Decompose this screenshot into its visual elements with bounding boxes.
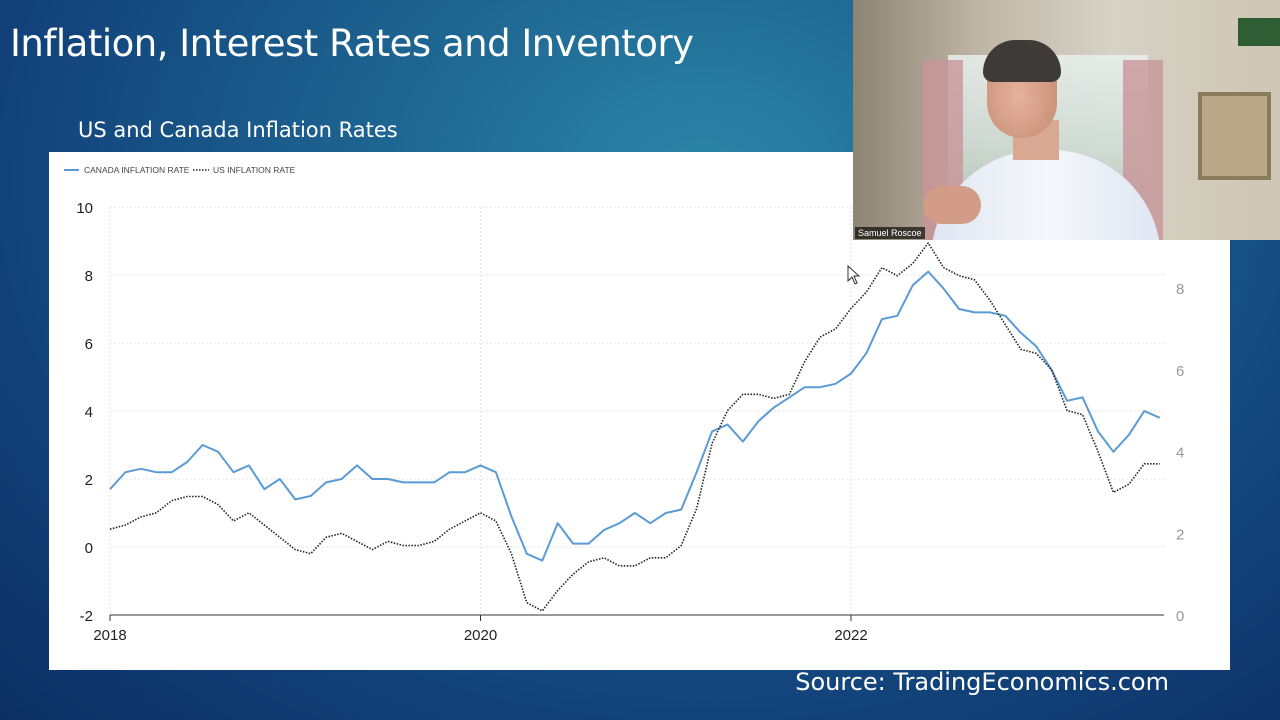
right-axis-tick-label: 8 xyxy=(1176,281,1184,298)
x-axis-tick-label: 2018 xyxy=(93,627,126,644)
wall-sign xyxy=(1238,18,1280,46)
source-caption: Source: TradingEconomics.com xyxy=(795,668,1169,696)
left-axis-tick-label: 2 xyxy=(85,472,93,489)
left-axis-tick-label: 0 xyxy=(85,540,93,557)
legend-label-us: US INFLATION RATE xyxy=(213,165,296,175)
left-axis-tick-label: 4 xyxy=(85,404,93,421)
slide-title: Inflation, Interest Rates and Inventory xyxy=(10,22,694,65)
right-axis-tick-label: 2 xyxy=(1176,526,1184,543)
x-axis-tick-label: 2022 xyxy=(834,627,867,644)
us-inflation-line xyxy=(109,242,1160,612)
right-axis-tick-label: 4 xyxy=(1176,445,1184,462)
participant-video-tile[interactable]: Samuel Roscoe xyxy=(853,0,1280,240)
left-axis-tick-label: -2 xyxy=(80,608,93,625)
x-axis-tick-label: 2020 xyxy=(464,627,497,644)
left-axis-tick-label: 10 xyxy=(76,200,93,217)
chart-gridlines xyxy=(109,206,1164,616)
chart-axes: -2 0 2 4 6 8 10 0 2 4 6 8 2018 2020 2022 xyxy=(76,200,1184,644)
presenter-hand xyxy=(923,186,981,224)
left-axis-tick-label: 6 xyxy=(85,336,93,353)
mouse-cursor-icon xyxy=(847,265,861,285)
right-axis-tick-label: 0 xyxy=(1176,608,1184,625)
right-axis-tick-label: 6 xyxy=(1176,363,1184,380)
canada-inflation-line xyxy=(109,270,1161,562)
wall-picture-frame xyxy=(1198,92,1271,180)
participant-name-label: Samuel Roscoe xyxy=(855,227,925,239)
chart-legend: CANADA INFLATION RATE US INFLATION RATE xyxy=(64,165,296,175)
legend-label-canada: CANADA INFLATION RATE xyxy=(84,165,190,175)
chart-subtitle: US and Canada Inflation Rates xyxy=(78,118,398,142)
left-axis-tick-label: 8 xyxy=(85,268,93,285)
presenter-hair xyxy=(983,40,1061,82)
chart-series xyxy=(109,242,1161,612)
